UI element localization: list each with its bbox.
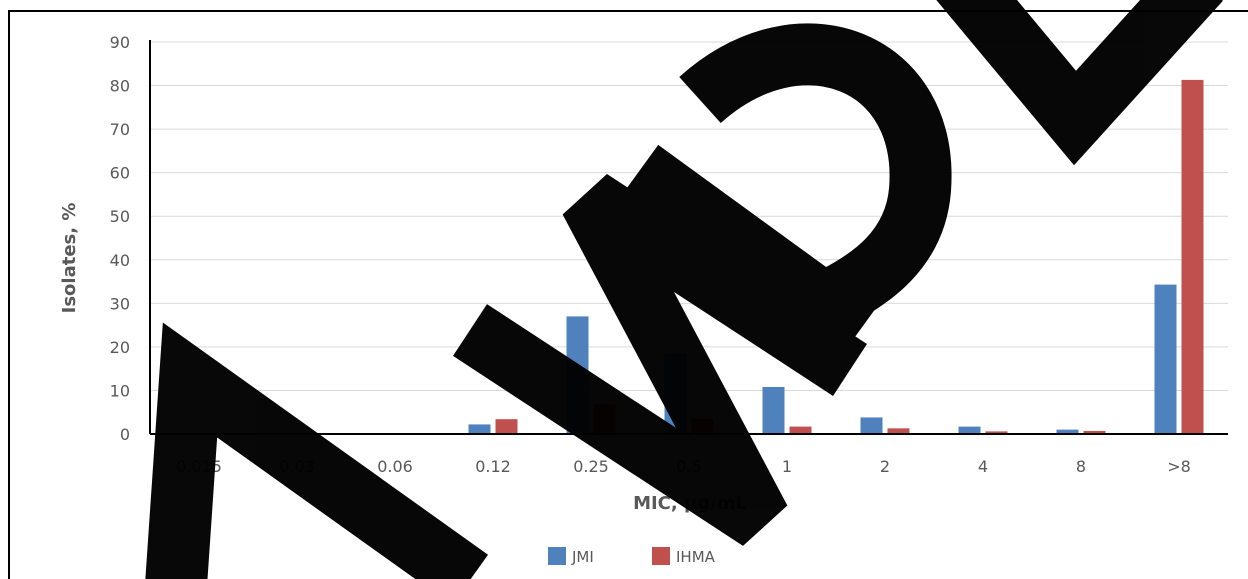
x-tick-label: 8 — [1076, 457, 1086, 476]
bar-jmi — [468, 424, 491, 434]
x-tick-label: 2 — [880, 457, 890, 476]
bar-jmi — [1056, 429, 1079, 434]
legend-label-ihma: IHMA — [676, 548, 716, 566]
legend-swatch-ihma — [652, 547, 670, 565]
y-tick-label: 20 — [110, 338, 130, 357]
y-tick-label: 70 — [110, 120, 130, 139]
y-tick-label: 50 — [110, 207, 130, 226]
x-tick-label: 0.12 — [475, 457, 511, 476]
bar-jmi — [958, 426, 981, 434]
y-tick-label: 60 — [110, 164, 130, 183]
x-tick-label: >8 — [1167, 457, 1191, 476]
watermark-letter-a — [145, 322, 489, 579]
watermark-letter-p-stem — [621, 144, 879, 356]
legend-label-jmi: JMI — [571, 548, 594, 566]
watermark-letter-l — [936, 0, 1223, 166]
bar-ihma — [1181, 79, 1204, 434]
x-tick-label: 4 — [978, 457, 988, 476]
legend-swatch-jmi — [548, 547, 566, 565]
watermark — [145, 0, 1223, 579]
bar-ihma — [495, 419, 518, 434]
x-tick-label: 0.25 — [573, 457, 609, 476]
chart-frame — [8, 10, 1248, 579]
bar-jmi — [762, 386, 785, 434]
legend: JMI IHMA — [548, 547, 716, 566]
y-tick-label: 40 — [110, 251, 130, 270]
y-tick-label: 10 — [110, 381, 130, 400]
watermark-letter-m — [453, 174, 867, 546]
y-tick-label: 90 — [110, 33, 130, 52]
bar-ihma — [789, 426, 812, 434]
bar-jmi — [1154, 284, 1177, 434]
bar-ihma — [1083, 430, 1106, 434]
x-tick-label: 1 — [782, 457, 792, 476]
x-tick-label: 0.06 — [377, 457, 413, 476]
bar-jmi — [860, 417, 883, 434]
bar-ihma — [985, 431, 1008, 434]
watermark-letter-p-bowl — [679, 23, 952, 328]
y-tick-label: 30 — [110, 294, 130, 313]
y-tick-label: 0 — [120, 425, 130, 444]
bar-ihma — [887, 428, 910, 434]
y-tick-label: 80 — [110, 77, 130, 96]
y-axis-title: Isolates, % — [59, 203, 80, 314]
